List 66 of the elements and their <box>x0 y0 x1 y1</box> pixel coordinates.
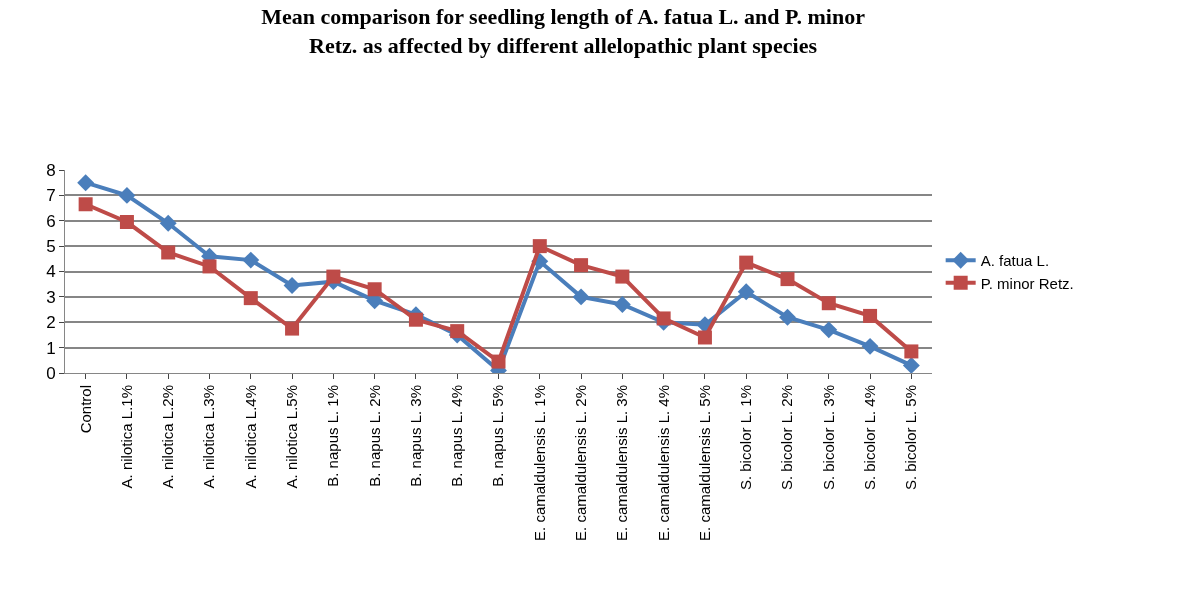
y-tick-label: 3 <box>46 287 56 307</box>
x-tick-label: A. nilotica L.5% <box>282 385 300 489</box>
point <box>615 269 630 284</box>
x-tick-label: S. bicolor L. 1% <box>737 385 755 491</box>
point <box>242 251 260 269</box>
point <box>779 308 796 326</box>
point <box>78 197 93 212</box>
point <box>863 308 878 323</box>
point <box>159 214 177 232</box>
point <box>904 344 919 359</box>
x-tick-label: Control <box>76 385 94 434</box>
y-tick-label: 0 <box>46 363 56 383</box>
point <box>902 356 920 373</box>
y-tick-label: 2 <box>46 313 56 333</box>
x-tick-label: B. napus L. 5% <box>489 385 507 487</box>
point <box>491 354 506 369</box>
point <box>780 272 795 287</box>
x-tick-label: A. nilotica L.2% <box>159 385 177 489</box>
point <box>119 215 134 230</box>
y-tick-label: 1 <box>46 338 56 358</box>
point <box>697 330 712 345</box>
point <box>243 291 258 306</box>
point <box>572 288 590 306</box>
point <box>532 239 547 254</box>
point <box>821 296 836 311</box>
point <box>613 296 631 313</box>
chart-title: Mean comparison for seedling length of A. fatua L. and P. minor Retz. as affected by different allelopathic plant species <box>261 4 866 58</box>
y-tick-label: 6 <box>46 211 56 231</box>
x-tick-label: B. napus L. 2% <box>365 385 383 487</box>
x-tick-label: S. bicolor L. 2% <box>778 385 796 491</box>
y-tick-label: 4 <box>46 262 56 282</box>
legend-label: P. minor Retz. <box>980 274 1074 292</box>
x-tick-label: B. napus L. 4% <box>448 385 466 487</box>
legend-label: A. fatua L. <box>980 252 1050 270</box>
point <box>118 186 136 204</box>
y-tick-label: 7 <box>46 186 56 206</box>
point <box>739 255 754 270</box>
point <box>408 312 423 327</box>
point <box>161 245 176 260</box>
x-tick-label: A. nilotica L.4% <box>241 385 259 489</box>
point <box>77 174 95 192</box>
x-tick-label: S. bicolor L. 4% <box>860 385 878 491</box>
y-tick-label: 8 <box>46 160 56 180</box>
x-tick-label: E. camaldulensis L. 1% <box>530 385 548 541</box>
x-tick-label: A. nilotica L.3% <box>200 385 218 489</box>
x-tick-label: B. napus L. 3% <box>406 385 424 487</box>
y-tick-label: 5 <box>46 237 56 257</box>
point <box>202 259 217 274</box>
point <box>574 258 589 273</box>
point <box>283 277 301 294</box>
point <box>326 269 341 284</box>
x-tick-label: E. camaldulensis L. 5% <box>695 385 713 541</box>
point <box>861 337 879 355</box>
point <box>285 321 300 336</box>
x-tick-label: B. napus L. 1% <box>324 385 342 487</box>
x-tick-label: S. bicolor L. 5% <box>902 385 920 491</box>
x-tick-label: E. camaldulensis L. 2% <box>571 385 589 541</box>
point <box>820 321 838 339</box>
x-tick-label: E. camaldulensis L. 3% <box>613 385 631 541</box>
point <box>737 283 755 301</box>
point <box>656 311 671 326</box>
point <box>367 282 382 297</box>
x-tick-label: E. camaldulensis L. 4% <box>654 385 672 541</box>
point <box>450 324 465 339</box>
x-tick-label: S. bicolor L. 3% <box>819 385 837 491</box>
x-tick-label: A. nilotica L.1% <box>117 385 135 489</box>
